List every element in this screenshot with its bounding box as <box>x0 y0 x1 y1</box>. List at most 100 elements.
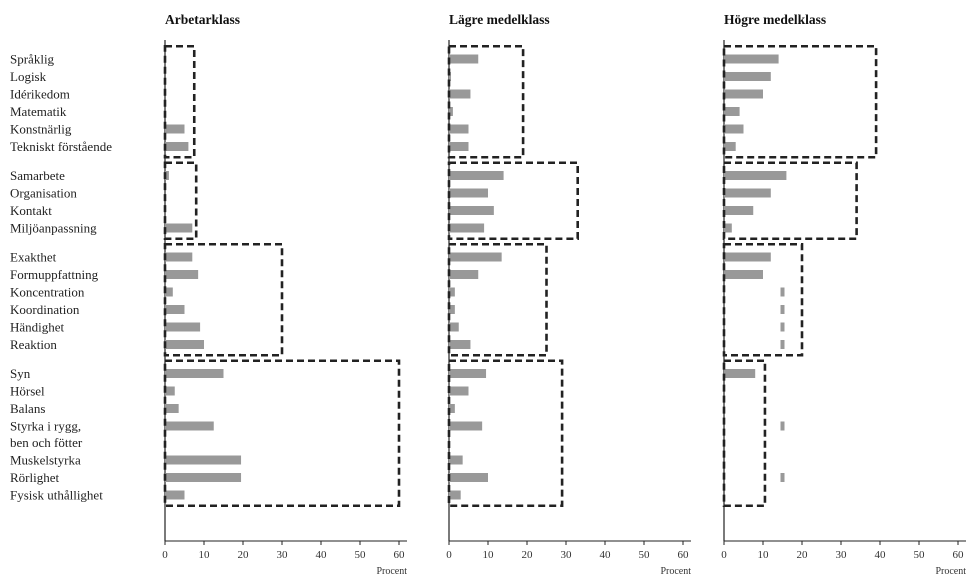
marker <box>780 287 785 297</box>
category-label: Koncentration <box>10 285 85 300</box>
x-tick-label: 50 <box>355 549 367 561</box>
bar <box>724 54 779 64</box>
x-tick-label: 40 <box>875 549 887 561</box>
group-box <box>722 359 767 508</box>
category-label: Tekniskt förstående <box>10 139 112 154</box>
bar <box>449 171 504 180</box>
category-label: Muskelstyrka <box>10 453 81 468</box>
panel-title: Lägre medelklass <box>449 12 550 27</box>
x-tick-label: 10 <box>199 549 211 561</box>
x-tick-label: 20 <box>238 549 250 561</box>
bar <box>165 142 189 151</box>
bar <box>449 223 485 233</box>
group-box <box>722 242 804 357</box>
group-box <box>447 242 548 357</box>
marker <box>780 421 785 431</box>
bar <box>165 455 242 465</box>
x-tick-label: 60 <box>678 549 690 561</box>
bar <box>449 287 455 297</box>
group-box <box>447 44 525 159</box>
x-tick-label: 0 <box>162 549 168 561</box>
x-tick-label: 10 <box>758 549 770 561</box>
x-tick-label: 50 <box>639 549 651 561</box>
bar <box>165 340 204 349</box>
bar <box>724 89 763 99</box>
bar <box>449 54 479 64</box>
x-tick-label: 60 <box>953 549 965 561</box>
bar <box>724 369 756 378</box>
bar <box>449 340 471 349</box>
category-label: Miljöanpassning <box>10 221 97 236</box>
category-label: Organisation <box>10 186 77 201</box>
x-tick-label: 20 <box>522 549 534 561</box>
x-tick-label: 30 <box>836 549 848 561</box>
bar <box>449 107 453 116</box>
bar <box>165 490 185 500</box>
panel-title: Högre medelklass <box>724 12 826 27</box>
category-label: Fysisk uthållighet <box>10 488 103 503</box>
x-axis-unit: Procent <box>376 566 407 577</box>
marker <box>780 473 785 482</box>
category-label: Matematik <box>10 104 67 119</box>
bar <box>724 171 787 180</box>
x-tick-label: 60 <box>394 549 406 561</box>
bar <box>165 322 201 332</box>
bar <box>724 188 771 198</box>
x-tick-label: 30 <box>277 549 289 561</box>
category-label: Koordination <box>10 302 80 317</box>
marker <box>780 322 785 332</box>
x-tick-label: 10 <box>483 549 495 561</box>
bar <box>724 142 736 151</box>
category-label: Samarbete <box>10 168 65 183</box>
x-tick-label: 50 <box>914 549 926 561</box>
bar <box>449 89 471 99</box>
panel-title: Arbetarklass <box>165 12 240 27</box>
bar <box>165 287 173 297</box>
category-label: Formuppfattning <box>10 267 99 282</box>
category-label: Exakthet <box>10 250 57 265</box>
bar <box>165 404 179 413</box>
group-box <box>722 161 858 241</box>
category-label: Syn <box>10 366 31 381</box>
x-tick-label: 30 <box>561 549 573 561</box>
bar <box>724 223 732 233</box>
bar <box>165 171 169 180</box>
bar <box>724 107 740 116</box>
bar <box>165 421 214 431</box>
group-box <box>163 44 196 159</box>
bar <box>449 270 479 279</box>
category-label: Styrka i rygg, <box>10 419 81 434</box>
group-box <box>447 161 579 241</box>
category-label: Konstnärlig <box>10 122 72 137</box>
bar <box>165 369 224 378</box>
bar <box>165 305 185 314</box>
bar <box>449 72 451 81</box>
bar <box>449 473 488 482</box>
bar <box>449 188 488 198</box>
category-label: Händighet <box>10 320 65 335</box>
marker <box>780 340 785 349</box>
category-label: Språklig <box>10 52 55 67</box>
bar <box>449 322 459 332</box>
group-box <box>163 161 198 241</box>
bar <box>165 124 185 134</box>
category-label: ben och fötter <box>10 435 83 450</box>
category-label: Balans <box>10 401 45 416</box>
x-tick-label: 20 <box>797 549 809 561</box>
category-label: Hörsel <box>10 384 45 399</box>
bar <box>724 270 763 279</box>
x-axis-unit: Procent <box>935 566 966 577</box>
bar <box>724 72 771 81</box>
bar <box>724 206 754 215</box>
bar <box>449 421 483 431</box>
category-label: Kontakt <box>10 203 52 218</box>
x-tick-label: 40 <box>600 549 612 561</box>
bar <box>165 223 193 233</box>
bar <box>449 124 469 134</box>
bar <box>449 404 455 413</box>
bar <box>165 473 242 482</box>
bar <box>449 252 502 262</box>
bar <box>449 386 469 396</box>
x-tick-label: 0 <box>721 549 727 561</box>
